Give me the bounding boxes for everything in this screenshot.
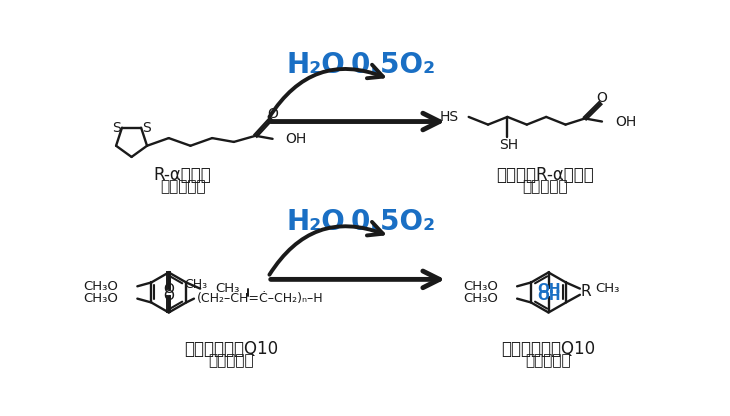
Text: CH₃O: CH₃O [83, 292, 118, 305]
Text: CH₃O: CH₃O [83, 280, 118, 293]
Text: コエンザイムQ10: コエンザイムQ10 [184, 340, 278, 358]
Text: O: O [267, 107, 278, 121]
Text: OH: OH [615, 114, 637, 129]
Text: ジヒドロR-αリポ酸: ジヒドロR-αリポ酸 [496, 166, 594, 184]
Text: （還元型）: （還元型） [523, 179, 568, 195]
Text: S: S [112, 121, 121, 136]
Text: S: S [142, 121, 151, 136]
Text: O: O [596, 92, 607, 105]
Text: 0.5O₂: 0.5O₂ [351, 51, 436, 79]
Text: O: O [164, 289, 174, 302]
Text: コエンザイムQ10: コエンザイムQ10 [502, 340, 596, 358]
Text: 0.5O₂: 0.5O₂ [351, 208, 436, 236]
Text: （酸化型）: （酸化型） [160, 179, 206, 195]
Text: SH: SH [499, 138, 518, 151]
Text: CH₃: CH₃ [215, 282, 240, 295]
Text: （酸化型）: （酸化型） [208, 353, 253, 368]
Text: CH₃: CH₃ [596, 282, 620, 295]
Text: CH₃: CH₃ [185, 278, 208, 291]
Text: H₂O: H₂O [287, 51, 345, 79]
Text: （還元型）: （還元型） [526, 353, 572, 368]
Text: O: O [164, 282, 174, 296]
Text: OH: OH [537, 289, 560, 302]
Text: R-αリポ酸: R-αリポ酸 [154, 166, 212, 184]
Text: HS: HS [439, 110, 458, 124]
Text: CH₃O: CH₃O [463, 292, 498, 305]
Text: CH₃O: CH₃O [463, 280, 498, 293]
Text: R: R [581, 284, 591, 299]
Text: (CH₂–CH=Ċ–CH₂)ₙ–H: (CH₂–CH=Ċ–CH₂)ₙ–H [196, 292, 323, 305]
Text: OH: OH [285, 132, 306, 146]
Text: H₂O: H₂O [287, 208, 345, 236]
Text: OH: OH [537, 282, 560, 296]
